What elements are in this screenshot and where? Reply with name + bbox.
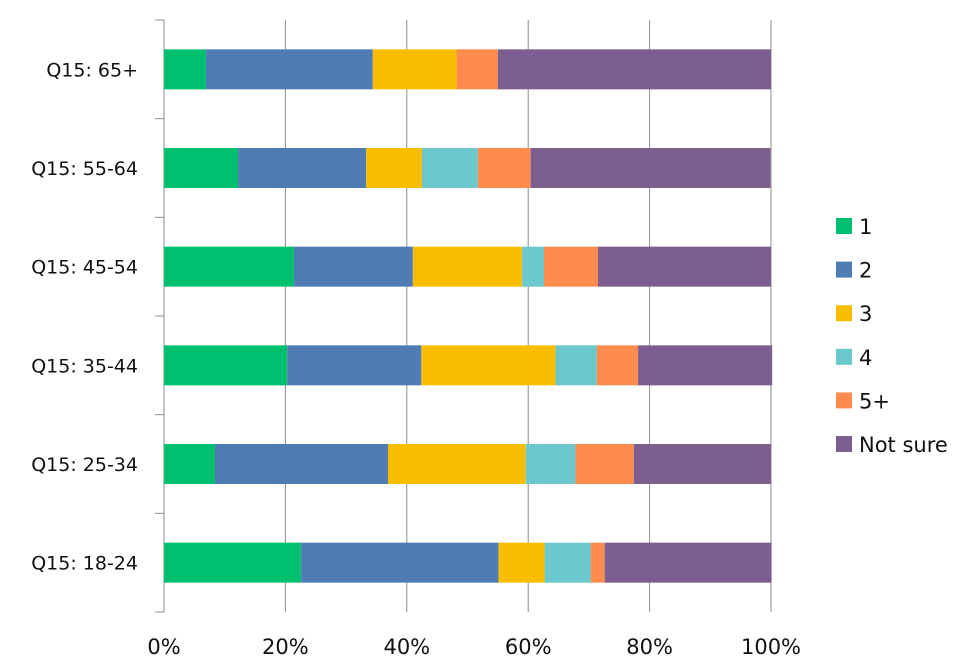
bar-segment — [555, 345, 597, 386]
category-label: Q15: 55-64 — [31, 158, 138, 180]
bar-segment — [164, 148, 239, 188]
bar-segment — [301, 542, 499, 583]
bar-segment — [456, 49, 498, 90]
x-tick-label: 60% — [505, 635, 552, 659]
legend-label: 2 — [859, 259, 872, 283]
bar-segment — [205, 49, 373, 90]
bar-segment — [214, 444, 388, 484]
legend-label: 3 — [859, 302, 872, 326]
bar-segment — [164, 345, 288, 386]
category-label: Q15: 18-24 — [31, 553, 138, 575]
category-label: Q15: 35-44 — [31, 355, 138, 377]
x-tick-label: 100% — [741, 635, 801, 659]
bar-segment — [604, 542, 772, 583]
x-tick-label: 0% — [147, 635, 180, 659]
bar-segment — [590, 542, 605, 583]
category-label: Q15: 25-34 — [31, 454, 138, 476]
x-tick-label: 40% — [383, 635, 430, 659]
x-tick-label: 20% — [262, 635, 309, 659]
bar-segment — [638, 345, 773, 386]
bar-segment — [530, 148, 771, 188]
legend-swatch — [836, 261, 852, 278]
legend-swatch — [836, 392, 852, 409]
legend-swatch — [836, 436, 852, 452]
legend-swatch — [836, 305, 852, 322]
bar-segment — [421, 345, 556, 386]
bar-segment — [525, 444, 576, 484]
bar-segment — [544, 542, 591, 583]
bar-segment — [543, 246, 599, 287]
bar-segment — [164, 542, 302, 583]
bar-segment — [164, 444, 215, 484]
bar-segment — [387, 444, 526, 484]
bar-segment — [598, 246, 771, 287]
bar-segment — [412, 246, 523, 287]
legend-swatch — [836, 348, 852, 365]
bar-segment — [293, 246, 413, 287]
bar-segment — [596, 345, 639, 386]
bar-segment — [497, 49, 771, 90]
bar-segment — [421, 148, 478, 188]
bar-segment — [633, 444, 771, 484]
category-label: Q15: 65+ — [46, 59, 138, 81]
bar-segment — [372, 49, 457, 90]
bar-segment — [366, 148, 422, 188]
legend-label: Not sure — [859, 433, 948, 457]
bar-segment — [164, 49, 206, 90]
category-label: Q15: 45-54 — [31, 257, 138, 279]
bar-segment — [522, 246, 544, 287]
legend-label: 1 — [859, 215, 872, 239]
x-tick-label: 80% — [626, 635, 673, 659]
legend-label: 5+ — [859, 389, 890, 413]
bar-segment — [287, 345, 422, 386]
legend-swatch — [836, 218, 852, 234]
bar-segment — [477, 148, 531, 188]
legend-label: 4 — [859, 346, 872, 370]
bar-segment — [498, 542, 545, 583]
bar-segment — [164, 246, 294, 287]
bar-segment — [575, 444, 634, 484]
bar-segment — [238, 148, 367, 188]
